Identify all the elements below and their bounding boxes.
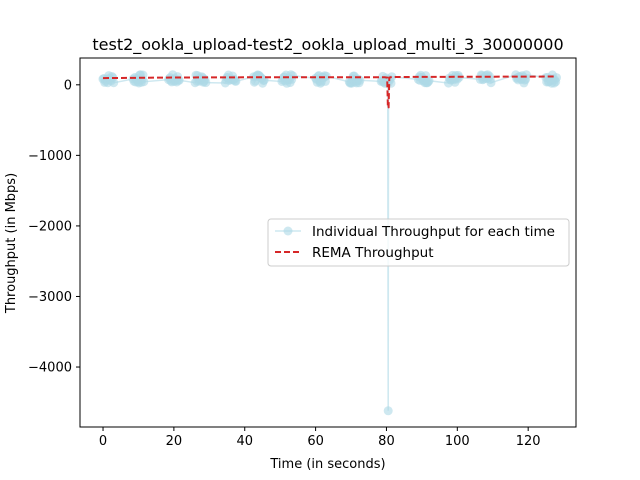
- y-tick-label: 0: [64, 78, 72, 93]
- y-tick-label: −4000: [28, 361, 72, 376]
- y-axis-ticks: 0 −1000 −2000 −3000 −4000: [28, 78, 80, 376]
- individual-throughput-point: [109, 78, 119, 88]
- individual-throughput-point: [486, 78, 496, 88]
- individual-throughput-point: [201, 78, 211, 88]
- legend-label-rema: REMA Throughput: [312, 245, 434, 261]
- plot-frame: [79, 57, 577, 428]
- y-axis-label: Throughput (in Mbps): [4, 173, 19, 314]
- x-tick-label: 0: [99, 434, 107, 449]
- legend: Individual Throughput for each time REMA…: [267, 218, 570, 267]
- individual-throughput-point: [139, 77, 149, 87]
- x-tick-label: 20: [166, 434, 183, 449]
- x-axis-label: Time (in seconds): [269, 457, 385, 472]
- individual-throughput-point: [521, 70, 531, 80]
- individual-throughput-point: [424, 76, 434, 86]
- x-tick-label: 80: [378, 434, 395, 449]
- y-tick-label: −1000: [28, 149, 72, 164]
- chart-title: test2_ookla_upload-test2_ookla_upload_mu…: [92, 35, 563, 55]
- y-tick-label: −3000: [28, 290, 72, 305]
- individual-throughput-point: [288, 71, 298, 81]
- x-tick-label: 100: [445, 434, 470, 449]
- individual-throughput-point: [321, 71, 331, 81]
- rema-throughput-line: [102, 75, 557, 111]
- individual-throughput-point: [552, 73, 561, 83]
- x-tick-label: 40: [236, 434, 253, 449]
- y-tick-label: −2000: [28, 219, 72, 234]
- individual-throughput-point: [231, 76, 241, 86]
- individual-throughput-point: [383, 406, 393, 416]
- series-rema-throughput: [102, 75, 557, 111]
- legend-marker-individual-point: [283, 226, 293, 236]
- x-axis-ticks: 0 20 40 60 80 100 120: [99, 427, 541, 449]
- legend-box: [267, 218, 570, 267]
- x-tick-label: 120: [516, 434, 541, 449]
- x-tick-label: 60: [307, 434, 324, 449]
- legend-label-individual: Individual Throughput for each time: [312, 224, 555, 240]
